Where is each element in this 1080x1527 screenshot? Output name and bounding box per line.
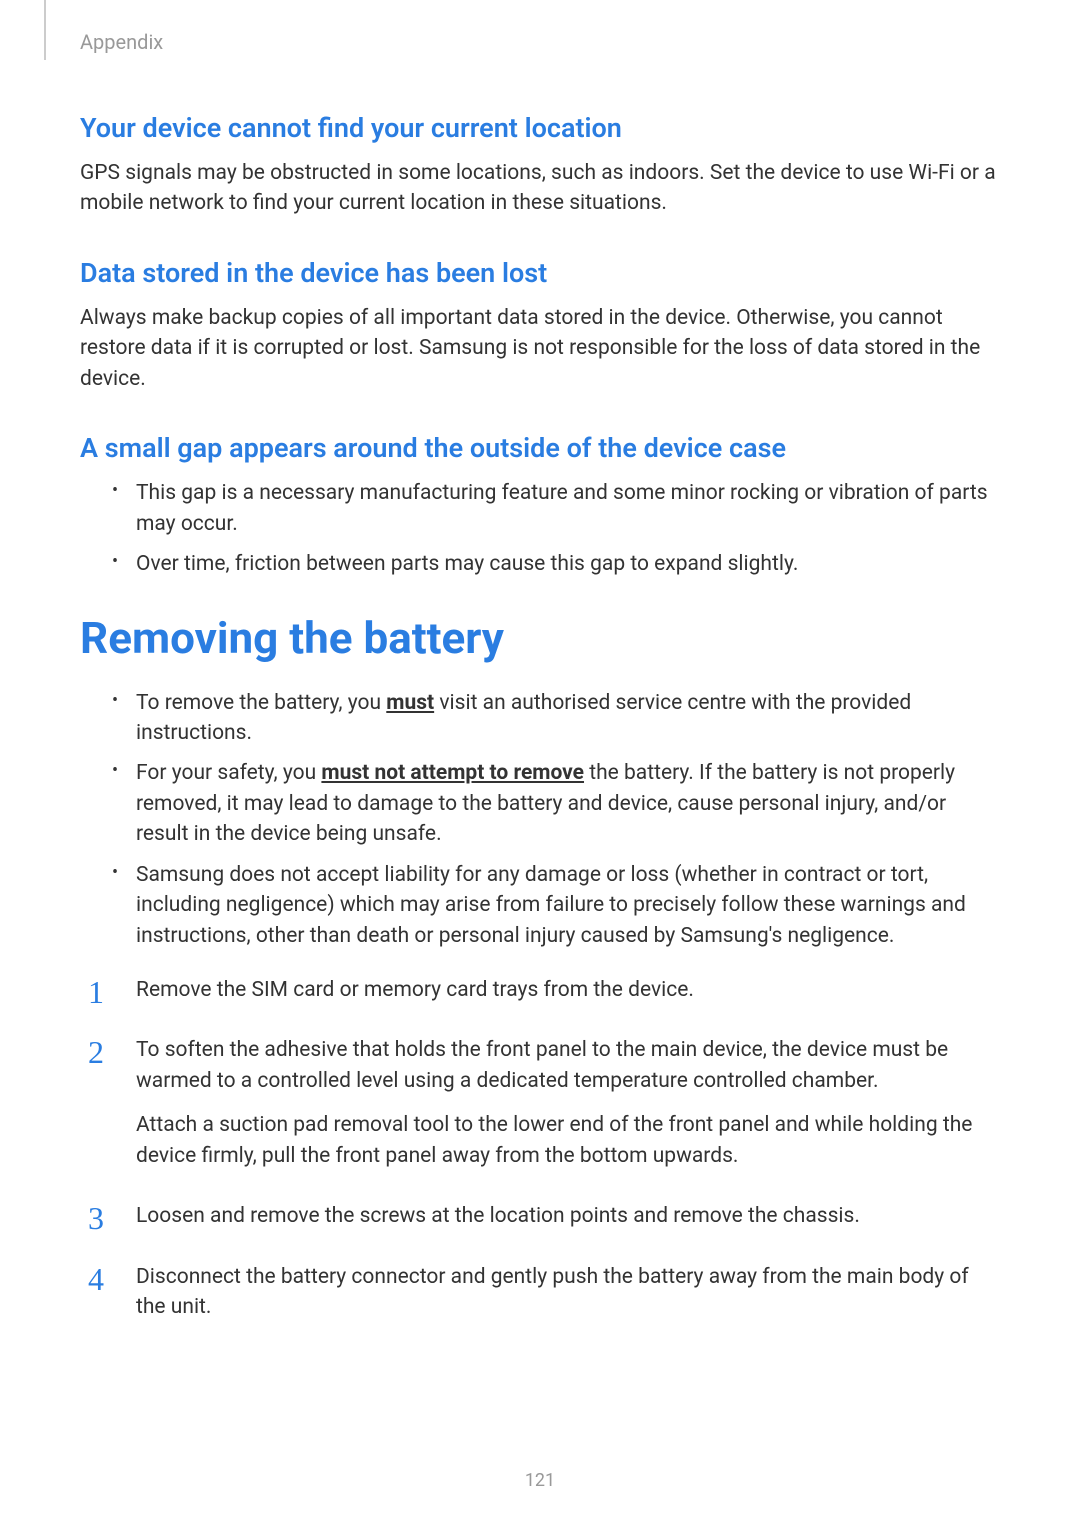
step-item: 1 Remove the SIM card or memory card tra…: [80, 975, 1000, 1005]
step-item: 2 To soften the adhesive that holds the …: [80, 1035, 1000, 1171]
step-number: 4: [88, 1256, 104, 1302]
step-text: Disconnect the battery connector and gen…: [136, 1265, 969, 1319]
bullet-pre: To remove the battery, you: [136, 691, 386, 715]
step-number: 3: [88, 1195, 104, 1241]
bullet-item: Samsung does not accept liability for an…: [80, 860, 1000, 951]
bullet-item: Over time, friction between parts may ca…: [80, 549, 1000, 579]
step-text: To soften the adhesive that holds the fr…: [136, 1038, 948, 1092]
bullet-pre: For your safety, you: [136, 761, 321, 785]
header-rule: [44, 0, 46, 60]
step-subtext: Attach a suction pad removal tool to the…: [136, 1110, 1000, 1171]
section3-heading: A small gap appears around the outside o…: [80, 432, 1000, 464]
bullet-item: For your safety, you must not attempt to…: [80, 758, 1000, 849]
section2-heading: Data stored in the device has been lost: [80, 257, 1000, 289]
section1-body: GPS signals may be obstructed in some lo…: [80, 158, 1000, 219]
step-text: Loosen and remove the screws at the loca…: [136, 1204, 860, 1228]
header-label: Appendix: [80, 30, 1000, 54]
bullet-item: This gap is a necessary manufacturing fe…: [80, 478, 1000, 539]
steps-list: 1 Remove the SIM card or memory card tra…: [80, 975, 1000, 1323]
section3-bullets: This gap is a necessary manufacturing fe…: [80, 478, 1000, 579]
section2-body: Always make backup copies of all importa…: [80, 303, 1000, 394]
step-number: 1: [88, 969, 104, 1015]
step-item: 3 Loosen and remove the screws at the lo…: [80, 1201, 1000, 1231]
bullet-emph: must not attempt to remove: [321, 761, 584, 785]
step-item: 4 Disconnect the battery connector and g…: [80, 1262, 1000, 1323]
section1-heading: Your device cannot find your current loc…: [80, 112, 1000, 144]
page-content: Appendix Your device cannot find your cu…: [0, 0, 1080, 1393]
page-number: 121: [0, 1470, 1080, 1491]
step-text: Remove the SIM card or memory card trays…: [136, 978, 694, 1002]
main-bullets: To remove the battery, you must visit an…: [80, 688, 1000, 952]
bullet-item: To remove the battery, you must visit an…: [80, 688, 1000, 749]
step-number: 2: [88, 1029, 104, 1075]
bullet-pre: Samsung does not accept liability for an…: [136, 863, 966, 948]
main-heading: Removing the battery: [80, 612, 1000, 664]
bullet-emph: must: [386, 691, 434, 715]
